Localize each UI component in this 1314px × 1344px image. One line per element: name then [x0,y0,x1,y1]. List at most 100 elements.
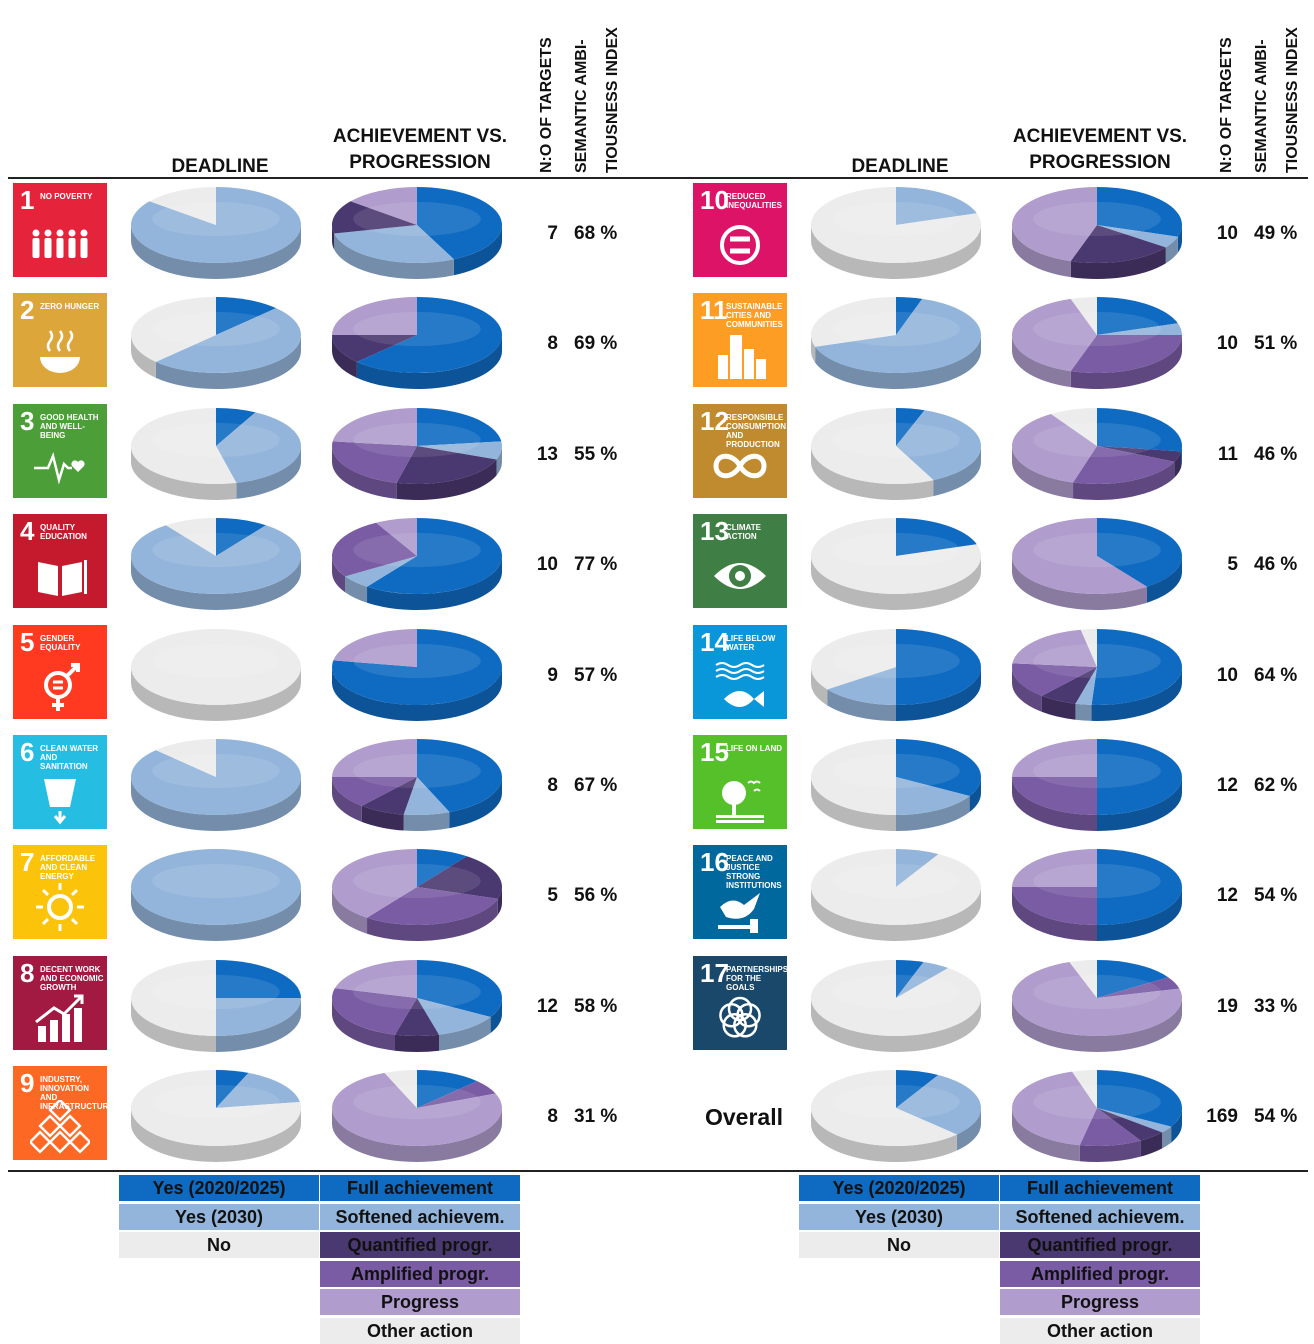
deadline-pie-14-side-0 [896,666,981,721]
ambitiousness-index: 46 % [1254,554,1298,576]
deadline-pie-5 [131,628,301,721]
sdg-title: Sustainable Cities and Communities [726,302,783,330]
deadline-pie-overall-slice-1 [896,1075,981,1135]
achievement-pie-overall-slice-0 [1097,1070,1182,1127]
achievement-pie-16 [1012,849,1182,942]
deadline-pie-7-side-1 [131,887,301,942]
achievement-pie-7-side-2 [497,887,502,916]
targets-header: N:O OF TARGETS [1218,37,1235,173]
achievement-pie-17 [1012,959,1182,1052]
deadline-pie-1-slice-1 [130,187,301,263]
achievement-pie-13-side-4 [1012,556,1147,611]
achievement-header-line1: ACHIEVEMENT VS. [332,126,508,147]
achievement-pie-14-slice-2 [1041,666,1097,704]
targets-value: 9 [547,664,558,686]
achievement-pie-11 [1012,297,1182,390]
achievement-pie-8-slice-0 [417,959,502,1017]
ambitiousness-index: 51 % [1254,333,1298,355]
deadline-pie-2-side-1 [155,335,301,390]
achievement-pie-13 [1012,518,1182,611]
sdg-icon-3: 3 Good Health and Well-Being [13,403,107,498]
achievement-pie-12-highlight [1033,422,1161,457]
achievement-pie-2-slice-4 [332,297,417,336]
deadline-pie-overall-highlight [832,1085,960,1120]
achievement-pie-14-slice-4 [1012,629,1097,667]
ambitiousness-index: 46 % [1254,443,1298,465]
achievement-pie-1-side-2 [332,225,335,250]
deadline-pie-11-side-2 [811,335,816,364]
deadline-pie-11-highlight [832,312,960,347]
deadline-pie-8-slice-2 [131,959,216,1036]
deadline-pie-3-highlight [152,422,280,457]
sdg-icon-6: 6 Clean Water and Sanitation [13,735,107,829]
targets-value: 169 [1206,1106,1238,1128]
achievement-pie-overall-highlight [1033,1085,1161,1120]
achievement-pie-6-side-0 [449,777,502,829]
deadline-pie-7 [131,849,301,942]
rings-icon [719,996,761,1038]
deadline-pie-14-side-1 [827,688,896,721]
sdg-title: Peace and Justice Strong Institutions [726,854,782,891]
ambitiousness-index: 62 % [1254,775,1298,796]
deadline-pie-overall-side-1 [956,1108,981,1151]
deadline-pie-6-highlight [152,753,280,789]
achievement-pie-overall-slice-1 [1097,1108,1172,1133]
deadline-pie-5-side-2 [131,666,301,721]
achievement-pie-15-side-3 [1012,777,1097,831]
achievement-pie-16-side-3 [1012,887,1097,942]
achievement-pie-11-slice-0 [1097,297,1178,336]
achievement-pie-6-side-2 [361,805,404,831]
book-icon [38,560,87,597]
achievement-pie-overall-slice-3 [1079,1108,1141,1147]
deadline-pie-15-slice-0 [896,739,981,796]
achievement-pie-5-slice-4 [333,628,417,667]
achievement-pie-11-highlight [1033,312,1161,347]
achievement-pie-15-slice-0 [1097,739,1182,815]
achievement-pie-1-highlight [353,201,481,237]
legend-achievement-item: Progress [320,1289,520,1316]
sdg-icon-5: 5 Gender Equality [13,624,107,719]
ambitiousness-index: 77 % [574,554,618,576]
achievement-pie-1-slice-1 [334,225,454,263]
deadline-pie-11-slice-1 [815,299,981,374]
achievement-pie-6 [332,739,502,831]
achievement-pie-11-slice-5 [1070,297,1097,336]
deadline-pie-12-side-1 [933,445,981,496]
deadline-pie-17-highlight [832,974,960,1009]
deadline-pie-9-slice-0 [216,1070,249,1109]
sdg-icon-14: 14 Life Below Water [693,624,787,719]
sdg-title: Responsible Consumption and Production [726,412,786,449]
achievement-pie-8-side-1 [438,1016,491,1051]
deadline-pie-4-slice-0 [216,518,266,557]
achievement-pie-2-side-2 [332,335,357,379]
deadline-pie-3 [131,407,301,500]
deadline-header: DEADLINE [851,156,949,177]
deadline-header: DEADLINE [171,156,269,177]
sdg-icon-4: 4 Quality Education [13,514,107,609]
deadline-pie-6-side-1 [131,777,301,831]
deadline-pie-8-slice-1 [216,997,301,1036]
equality-icon [720,225,760,265]
achievement-pie-4-side-0 [367,556,502,611]
achievement-pie-17-slice-4 [1012,961,1182,1036]
targets-value: 19 [1216,995,1238,1017]
achievement-pie-12-side-0 [1181,445,1182,468]
achievement-header-line1: ACHIEVEMENT VS. [1012,126,1188,147]
achievement-pie-16-slice-0 [1097,849,1182,926]
achievement-pie-17-slice-5 [1069,959,1097,998]
achievement-pie-7-slice-0 [417,849,467,888]
achievement-pie-6-highlight [353,753,481,789]
deadline-pie-14-highlight [832,643,960,678]
achievement-pie-17-slice-0 [1097,959,1169,998]
deadline-pie-6-slice-2 [155,739,216,777]
targets-value: 13 [536,443,558,465]
achievement-pie-overall-side-1 [1162,1126,1172,1149]
deadline-pie-12-slice-1 [896,410,981,480]
achievement-pie-6-slice-3 [332,777,417,806]
achievement-pie-14-highlight [1033,643,1161,678]
achievement-pie-8-highlight [353,974,481,1009]
sdg-icon-12: 12 Responsible Consumption and Production [693,403,787,498]
achievement-pie-17-slice-3 [1097,977,1180,998]
achievement-pie-4-highlight [353,533,481,568]
sdg-number: 13 [700,516,729,547]
